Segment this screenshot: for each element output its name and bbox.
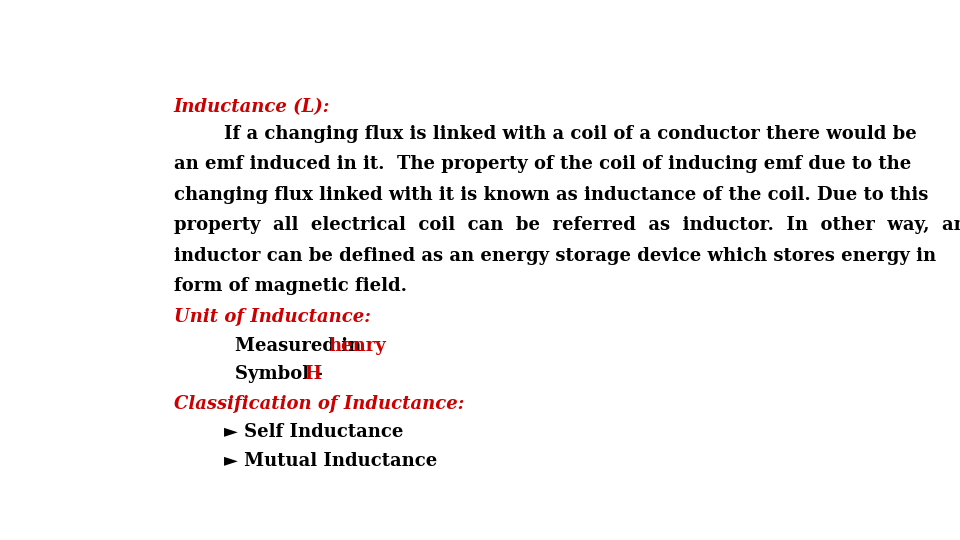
Text: property  all  electrical  coil  can  be  referred  as  inductor.  In  other  wa: property all electrical coil can be refe… xyxy=(174,216,960,234)
Text: Classification of Inductance:: Classification of Inductance: xyxy=(174,395,464,413)
Text: inductor can be defined as an energy storage device which stores energy in: inductor can be defined as an energy sto… xyxy=(174,246,936,265)
Text: ► Self Inductance: ► Self Inductance xyxy=(225,423,403,441)
Text: Inductance (L):: Inductance (L): xyxy=(174,98,330,116)
Text: If a changing flux is linked with a coil of a conductor there would be: If a changing flux is linked with a coil… xyxy=(174,125,916,143)
Text: H: H xyxy=(303,366,321,383)
Text: form of magnetic field.: form of magnetic field. xyxy=(174,277,407,295)
Text: Symbol -: Symbol - xyxy=(235,366,329,383)
Text: Unit of Inductance:: Unit of Inductance: xyxy=(174,308,371,326)
Text: changing flux linked with it is known as inductance of the coil. Due to this: changing flux linked with it is known as… xyxy=(174,186,928,204)
Text: ► Mutual Inductance: ► Mutual Inductance xyxy=(225,453,438,470)
Text: henry: henry xyxy=(328,337,386,355)
Text: Measured in: Measured in xyxy=(235,337,368,355)
Text: an emf induced in it.  The property of the coil of inducing emf due to the: an emf induced in it. The property of th… xyxy=(174,156,911,173)
